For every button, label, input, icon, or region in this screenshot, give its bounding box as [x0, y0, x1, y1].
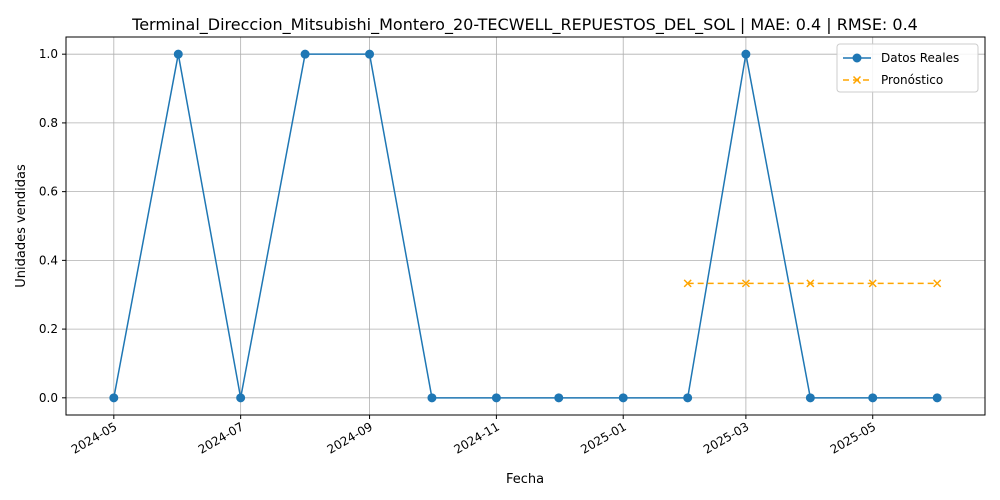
y-tick-label: 0.0 [39, 391, 58, 405]
data-point [741, 279, 750, 288]
data-point [806, 279, 815, 288]
data-point [554, 393, 564, 403]
series-line-datos-reales [113, 53, 938, 399]
marker-x-stroke [868, 279, 877, 288]
x-tick-label: 2024-09 [325, 419, 375, 456]
data-point [683, 393, 693, 403]
data-point [109, 393, 119, 403]
data-point [932, 393, 942, 403]
data-point [868, 393, 878, 403]
x-tick-label: 2025-01 [578, 419, 628, 456]
data-point [427, 393, 437, 403]
legend-label: Datos Reales [881, 51, 959, 65]
legend-marker [852, 53, 862, 63]
legend-label: Pronóstico [881, 73, 943, 87]
axes-layer: 0.0 0.2 0.4 0.6 0.8 1.0 2024-05 2024-07 2024-09 2… [39, 47, 878, 456]
y-axis-label: Unidades vendidas [14, 164, 29, 288]
y-tick-label: 0.6 [39, 185, 58, 199]
data-point [365, 49, 375, 59]
marker-x-stroke [933, 279, 942, 288]
data-point [741, 49, 751, 59]
x-tick-label: 2025-05 [828, 419, 878, 456]
data-point [805, 393, 815, 403]
data-point [491, 393, 501, 403]
data-point [236, 393, 246, 403]
x-tick-label: 2024-05 [69, 419, 119, 456]
y-tick-label: 0.4 [39, 253, 58, 267]
marker-x-stroke [852, 75, 862, 85]
x-tick-label: 2024-07 [196, 419, 246, 456]
legend-box [836, 43, 979, 93]
data-point [868, 279, 877, 288]
chart-title: Terminal_Direccion_Mitsubishi_Montero_20… [131, 15, 918, 35]
series-layer [109, 49, 942, 403]
y-tick-label: 0.8 [39, 116, 58, 130]
plot-frame [65, 36, 986, 416]
legend: Datos Reales Pronóstico [836, 43, 979, 93]
x-tick-label: 2024-11 [451, 419, 501, 456]
x-axis-label: Fecha [506, 472, 544, 487]
x-tick-label: 2025-03 [701, 419, 751, 456]
data-point [300, 49, 310, 59]
marker-x-stroke [683, 279, 692, 288]
marker-x-stroke [741, 279, 750, 288]
grid-layer [66, 37, 985, 415]
y-tick-label: 0.2 [39, 322, 58, 336]
data-point [173, 49, 183, 59]
y-tick-label: 1.0 [39, 47, 58, 61]
data-point [618, 393, 628, 403]
data-point [683, 279, 692, 288]
data-point [933, 279, 942, 288]
legend-marker [852, 75, 862, 85]
marker-x-stroke [806, 279, 815, 288]
